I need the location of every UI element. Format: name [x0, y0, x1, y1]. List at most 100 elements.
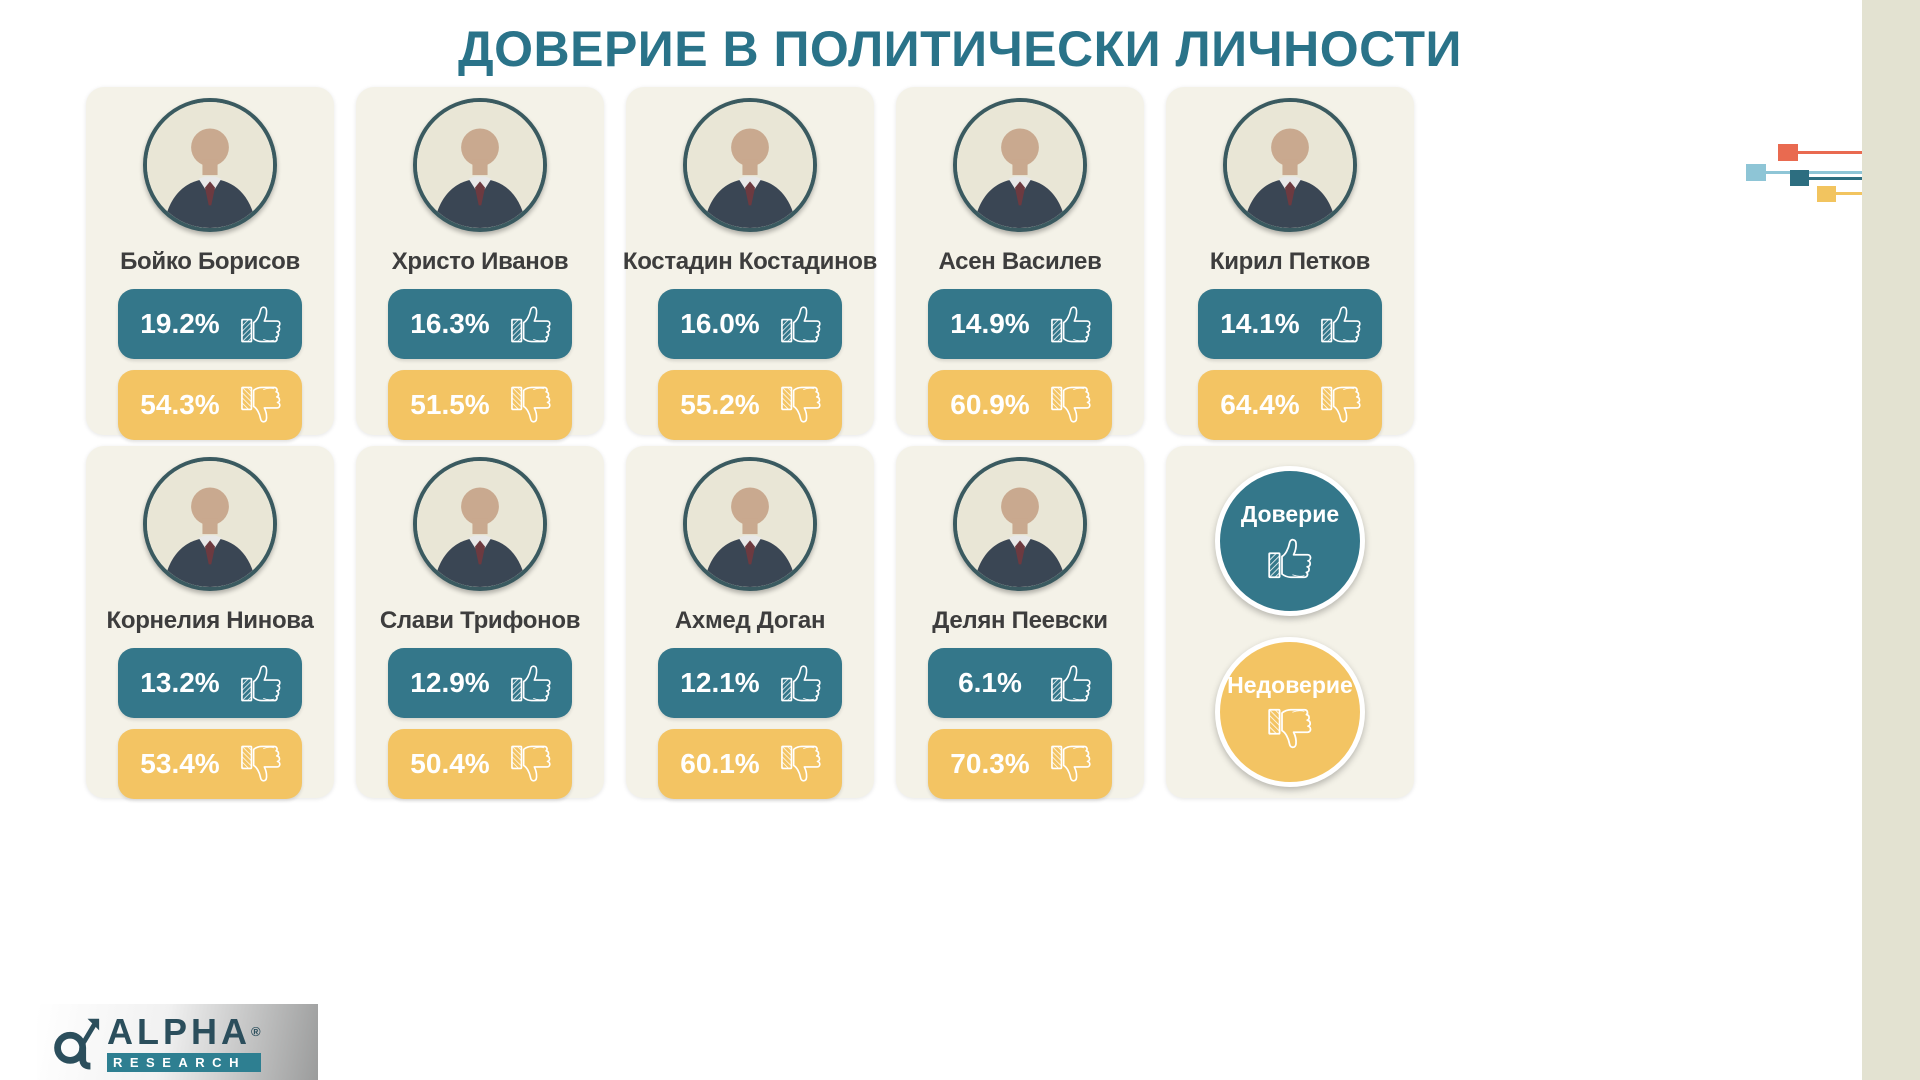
portrait-photo: [413, 457, 547, 591]
person-card: Христо Иванов 16.3% 51.5%: [356, 87, 604, 440]
thumbs-down-icon: [778, 383, 824, 427]
trust-percentage: 14.1%: [1220, 308, 1300, 339]
thumbs-up-icon: [1265, 534, 1315, 582]
person-avatar-icon: [687, 461, 813, 587]
thumbs-down-icon: [1048, 742, 1094, 786]
trust-percentage: 16.3%: [410, 308, 490, 339]
logo-brand: ALPHA®: [107, 1010, 261, 1052]
distrust-percentage: 60.1%: [680, 748, 760, 779]
distrust-bar: 70.3%: [928, 729, 1112, 799]
person-card: Бойко Борисов 19.2% 54.3%: [86, 87, 334, 440]
thumbs-down-icon: [1265, 705, 1315, 753]
distrust-bar: 51.5%: [388, 370, 572, 440]
thumbs-down-icon: [508, 742, 554, 786]
thumbs-up-icon: [1048, 302, 1094, 346]
trust-bar: 12.1%: [658, 648, 842, 718]
distrust-percentage: 53.4%: [140, 748, 220, 779]
deco-line-red: [1798, 151, 1862, 154]
trust-percentage: 13.2%: [140, 667, 220, 698]
trust-bar: 13.2%: [118, 648, 302, 718]
deco-square-teal: [1790, 170, 1809, 186]
distrust-percentage: 54.3%: [140, 389, 220, 420]
person-name: Костадин Костадинов: [622, 248, 878, 275]
legend-trust-label: Доверие: [1240, 500, 1340, 527]
person-name: Слави Трифонов: [379, 607, 581, 634]
deco-square-red: [1778, 144, 1798, 161]
person-avatar-icon: [417, 461, 543, 587]
thumbs-down-icon: [238, 742, 284, 786]
person-name: Кирил Петков: [1209, 248, 1371, 275]
trust-bar: 16.3%: [388, 289, 572, 359]
portrait-photo: [683, 98, 817, 232]
logo-text: ALPHA® RESEARCH: [107, 1010, 261, 1072]
person-avatar-icon: [1227, 102, 1353, 228]
person-name: Бойко Борисов: [120, 248, 300, 275]
portrait-photo: [143, 457, 277, 591]
thumbs-down-icon: [1048, 383, 1094, 427]
thumbs-down-icon: [1318, 383, 1364, 427]
distrust-percentage: 55.2%: [680, 389, 760, 420]
deco-line-yellow: [1836, 192, 1862, 195]
portrait-photo: [953, 457, 1087, 591]
person-card: Слави Трифонов 12.9% 50.4%: [356, 446, 604, 799]
person-avatar-icon: [957, 102, 1083, 228]
person-card: Кирил Петков 14.1% 64.4%: [1166, 87, 1414, 440]
thumbs-down-icon: [238, 383, 284, 427]
legend-trust-circle: Доверие: [1215, 466, 1365, 616]
registered-mark: ®: [251, 1023, 261, 1039]
trust-bar: 16.0%: [658, 289, 842, 359]
thumbs-up-icon: [778, 661, 824, 705]
trust-bar: 6.1%: [928, 648, 1112, 718]
page-title: ДОВЕРИЕ В ПОЛИТИЧЕСКИ ЛИЧНОСТИ: [457, 21, 1462, 77]
legend-card: Доверие Недоверие: [1166, 446, 1414, 798]
thumbs-up-icon: [508, 661, 554, 705]
thumbs-up-icon: [1318, 302, 1364, 346]
trust-bar: 19.2%: [118, 289, 302, 359]
person-card: Ахмед Доган 12.1% 60.1%: [626, 446, 874, 799]
person-avatar-icon: [957, 461, 1083, 587]
person-card: Костадин Костадинов 16.0% 55.2%: [622, 87, 878, 440]
thumbs-down-icon: [778, 742, 824, 786]
person-card: Корнелия Нинова 13.2% 53.4%: [86, 446, 334, 799]
thumbs-up-icon: [238, 661, 284, 705]
trust-bar: 14.1%: [1198, 289, 1382, 359]
logo-subbrand: RESEARCH: [107, 1052, 261, 1072]
distrust-bar: 64.4%: [1198, 370, 1382, 440]
person-name: Ахмед Доган: [674, 607, 826, 634]
distrust-bar: 54.3%: [118, 370, 302, 440]
trust-percentage: 12.1%: [680, 667, 760, 698]
right-edge-band: [1862, 0, 1920, 1080]
person-card: Делян Пеевски 6.1% 70.3%: [896, 446, 1144, 799]
trust-percentage: 16.0%: [680, 308, 760, 339]
legend-distrust-label: Недоверие: [1227, 671, 1353, 698]
deco-line-lightblue: [1766, 171, 1862, 174]
person-avatar-icon: [147, 461, 273, 587]
person-name: Корнелия Нинова: [106, 607, 314, 634]
distrust-percentage: 50.4%: [410, 748, 490, 779]
distrust-bar: 60.1%: [658, 729, 842, 799]
portrait-photo: [683, 457, 817, 591]
legend-distrust-circle: Недоверие: [1215, 637, 1365, 787]
portrait-photo: [1223, 98, 1357, 232]
trust-bar: 14.9%: [928, 289, 1112, 359]
deco-square-lightblue: [1746, 164, 1766, 181]
logo-brand-word: ALPHA: [107, 1010, 251, 1052]
trust-percentage: 19.2%: [140, 308, 220, 339]
distrust-percentage: 51.5%: [410, 389, 490, 420]
distrust-bar: 60.9%: [928, 370, 1112, 440]
alpha-research-logo: ALPHA® RESEARCH: [37, 1004, 318, 1080]
distrust-bar: 55.2%: [658, 370, 842, 440]
thumbs-down-icon: [508, 383, 554, 427]
person-name: Христо Иванов: [391, 248, 569, 275]
person-avatar-icon: [147, 102, 273, 228]
person-avatar-icon: [417, 102, 543, 228]
trust-percentage: 6.1%: [958, 667, 1022, 698]
thumbs-up-icon: [238, 302, 284, 346]
cards-grid: Бойко Борисов 19.2% 54.3% Христо Иванов …: [86, 87, 1414, 799]
distrust-percentage: 70.3%: [950, 748, 1030, 779]
portrait-photo: [143, 98, 277, 232]
distrust-bar: 50.4%: [388, 729, 572, 799]
trust-percentage: 12.9%: [410, 667, 490, 698]
distrust-percentage: 60.9%: [950, 389, 1030, 420]
